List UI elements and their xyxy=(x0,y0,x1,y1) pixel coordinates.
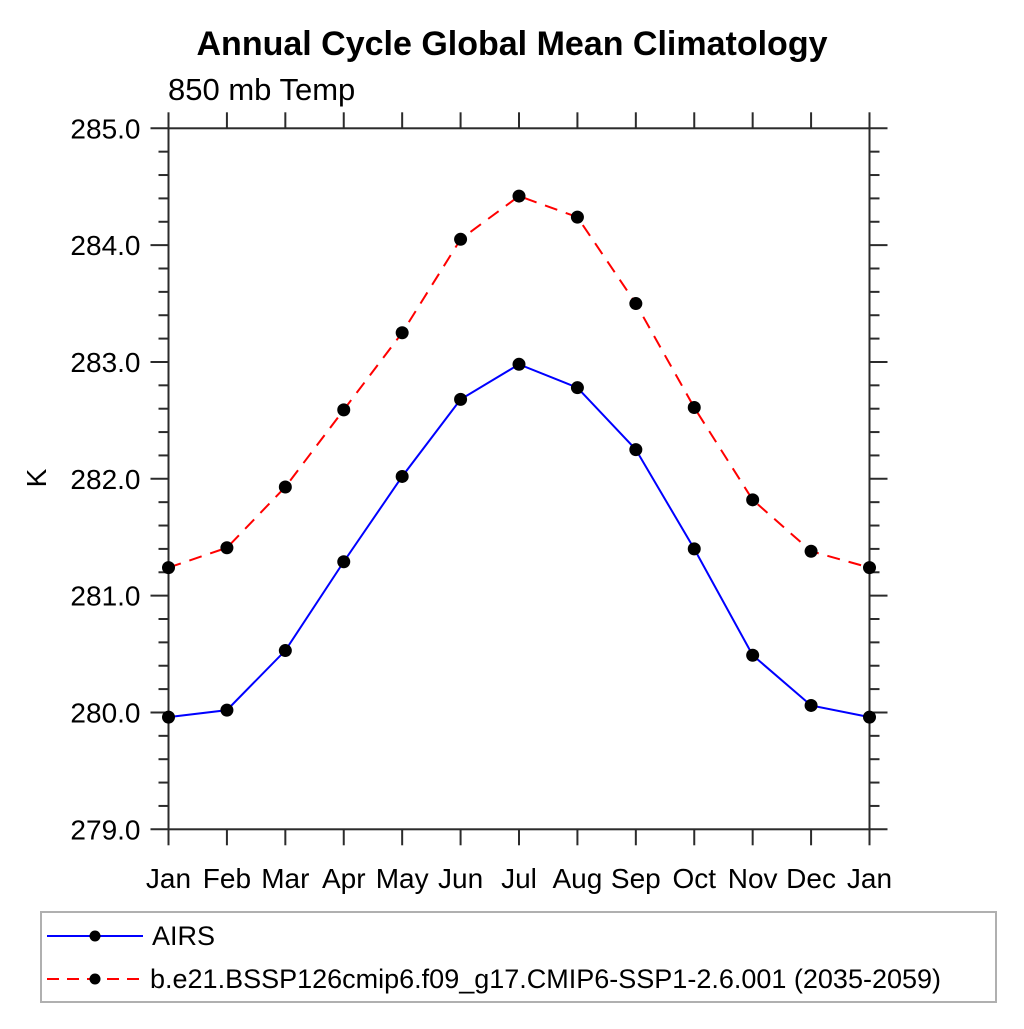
y-tick-label: 280.0 xyxy=(70,697,140,728)
x-tick-label: Feb xyxy=(203,863,251,894)
data-point-airs xyxy=(687,542,701,556)
data-point-airs xyxy=(337,555,351,569)
data-point-airs xyxy=(629,443,643,457)
y-tick-label: 279.0 xyxy=(70,814,140,845)
x-tick-label: Jan xyxy=(847,863,892,894)
data-point-model xyxy=(337,403,351,417)
data-point-airs xyxy=(570,381,584,395)
data-point-model xyxy=(687,401,701,415)
legend-label-airs: AIRS xyxy=(152,921,215,951)
data-point-model xyxy=(454,232,468,246)
y-tick-label: 281.0 xyxy=(70,581,140,612)
data-point-model xyxy=(629,297,643,311)
x-tick-label: Jan xyxy=(146,863,191,894)
data-point-airs xyxy=(162,710,175,724)
x-tick-label: Apr xyxy=(322,863,366,894)
data-point-airs xyxy=(278,644,292,658)
legend-label-model: b.e21.BSSP126cmip6.f09_g17.CMIP6-SSP1-2.… xyxy=(150,964,941,994)
series-line-model xyxy=(168,194,870,569)
y-tick-label: 283.0 xyxy=(70,347,140,378)
data-point-airs xyxy=(395,469,409,483)
chart-subtitle: 850 mb Temp xyxy=(168,72,355,107)
data-point-airs xyxy=(454,392,468,406)
x-tick-label: Jul xyxy=(501,863,537,894)
y-tick-label: 282.0 xyxy=(70,464,140,495)
legend-box xyxy=(40,911,997,1003)
x-tick-label: Dec xyxy=(786,863,836,894)
series-layer xyxy=(162,189,876,724)
data-point-airs xyxy=(512,357,526,371)
x-tick-label: Sep xyxy=(611,863,661,894)
data-point-model xyxy=(395,326,409,340)
x-tick-label: May xyxy=(376,863,429,894)
legend-marker-model-icon xyxy=(89,973,101,985)
data-point-airs xyxy=(746,648,760,662)
data-point-model xyxy=(162,561,175,575)
data-point-model xyxy=(804,544,818,558)
x-tick-label: Oct xyxy=(672,863,716,894)
data-point-airs xyxy=(863,710,876,724)
x-tick-label: Aug xyxy=(553,863,603,894)
x-tick-label: Mar xyxy=(261,863,309,894)
data-point-model xyxy=(863,561,876,575)
chart-title: Annual Cycle Global Mean Climatology xyxy=(197,25,828,63)
axes-layer: Jan Feb Mar Apr May Jun Jul Aug Sep Oct Nov Dec Jan2… xyxy=(70,112,892,894)
x-tick-label: Nov xyxy=(728,863,778,894)
series-line-airs xyxy=(168,363,870,719)
data-point-model xyxy=(278,480,292,494)
data-point-model xyxy=(570,210,584,224)
data-point-model xyxy=(746,493,760,507)
data-point-model xyxy=(220,541,234,555)
y-axis-label: K xyxy=(21,468,52,487)
data-point-airs xyxy=(804,698,818,712)
legend: AIRS b.e21.BSSP126cmip6.f09_g17.CMIP6-SS… xyxy=(40,911,997,1003)
x-tick-label: Jun xyxy=(438,863,483,894)
y-tick-label: 285.0 xyxy=(70,113,140,144)
data-point-model xyxy=(512,189,526,203)
y-tick-label: 284.0 xyxy=(70,230,140,261)
data-point-airs xyxy=(220,703,234,717)
plot-box xyxy=(167,127,871,831)
legend-marker-airs-icon xyxy=(89,930,101,942)
